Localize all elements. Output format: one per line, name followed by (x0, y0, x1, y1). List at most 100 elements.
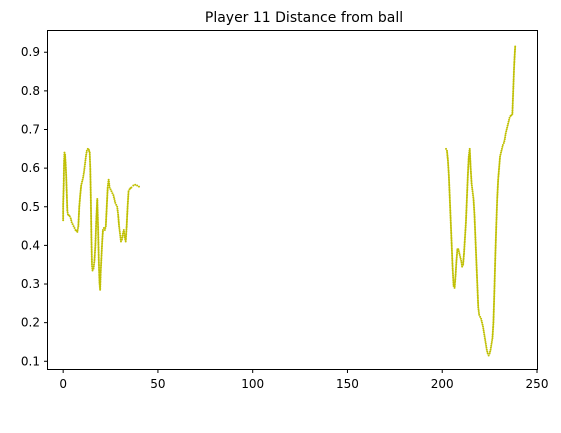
data-point (463, 245, 466, 248)
data-point (472, 194, 475, 197)
data-point (492, 325, 495, 328)
data-point (81, 178, 84, 181)
data-point (105, 217, 108, 220)
data-point (118, 227, 121, 230)
data-point (494, 255, 497, 258)
data-point (105, 213, 108, 216)
data-point (475, 264, 478, 267)
data-point (512, 75, 515, 78)
data-point (482, 331, 485, 334)
data-point (511, 97, 514, 100)
data-point (492, 315, 495, 318)
data-point (481, 323, 484, 326)
data-point (498, 162, 501, 165)
data-point (473, 221, 476, 224)
data-point (117, 215, 120, 218)
data-point (475, 254, 478, 257)
y-tick-label: 0.9 (21, 45, 40, 59)
data-point (96, 218, 99, 221)
data-point (77, 220, 80, 223)
data-point (65, 178, 68, 181)
data-point (511, 101, 514, 104)
data-point (100, 254, 103, 257)
data-point (65, 171, 68, 174)
data-point (465, 216, 468, 219)
y-tick-label: 0.1 (21, 354, 40, 368)
data-point (497, 173, 500, 176)
data-point (83, 165, 86, 168)
data-point (494, 254, 497, 257)
data-point (117, 218, 120, 221)
y-tick-label: 0.7 (21, 123, 40, 137)
data-point (475, 251, 478, 254)
data-point (95, 219, 98, 222)
data-point (88, 156, 91, 159)
data-point (476, 299, 479, 302)
data-point (125, 230, 128, 233)
data-point (73, 227, 76, 230)
data-point (66, 201, 69, 204)
data-point (62, 203, 65, 206)
data-point (507, 120, 510, 123)
data-point (493, 280, 496, 283)
data-point (476, 291, 479, 294)
data-point (512, 78, 515, 81)
data-point (89, 193, 92, 196)
data-point (97, 231, 100, 234)
data-point (90, 214, 93, 217)
data-point (474, 233, 477, 236)
data-point (89, 206, 92, 209)
data-point (469, 159, 472, 162)
data-point (455, 264, 458, 267)
data-point (493, 292, 496, 295)
data-point (124, 238, 127, 241)
data-point (470, 175, 473, 178)
data-point (492, 321, 495, 324)
data-point (107, 178, 110, 181)
data-point (95, 220, 98, 223)
data-point (465, 206, 468, 209)
data-point (90, 227, 93, 230)
data-point (62, 198, 65, 201)
data-point (471, 192, 474, 195)
data-point (453, 283, 456, 286)
data-point (457, 250, 460, 253)
data-point (477, 302, 480, 305)
data-point (472, 196, 475, 199)
data-point (464, 231, 467, 234)
data-point (454, 271, 457, 274)
data-point (62, 210, 65, 213)
data-point (479, 315, 482, 318)
data-point (464, 226, 467, 229)
data-point (124, 237, 127, 240)
data-point (64, 161, 67, 164)
data-point (94, 232, 97, 235)
data-point (126, 210, 129, 213)
data-point (496, 186, 499, 189)
data-point (513, 55, 516, 58)
data-point (106, 184, 109, 187)
data-point (499, 155, 502, 158)
data-point (90, 231, 93, 234)
data-point (449, 221, 452, 224)
data-point (469, 172, 472, 175)
data-point (511, 95, 514, 98)
data-point (513, 68, 515, 71)
data-point (454, 268, 457, 271)
data-point (62, 195, 65, 198)
data-point (127, 197, 130, 200)
data-point (90, 241, 93, 244)
data-point (105, 202, 108, 205)
data-point (89, 168, 92, 171)
data-point (119, 234, 122, 237)
data-point (112, 194, 115, 197)
data-point (63, 164, 66, 167)
data-point (62, 185, 65, 188)
data-point (512, 77, 515, 79)
data-point (449, 217, 452, 220)
data-point (446, 156, 449, 159)
data-point (447, 173, 450, 176)
data-point (466, 194, 469, 197)
data-point (495, 206, 498, 209)
data-point (100, 262, 103, 265)
